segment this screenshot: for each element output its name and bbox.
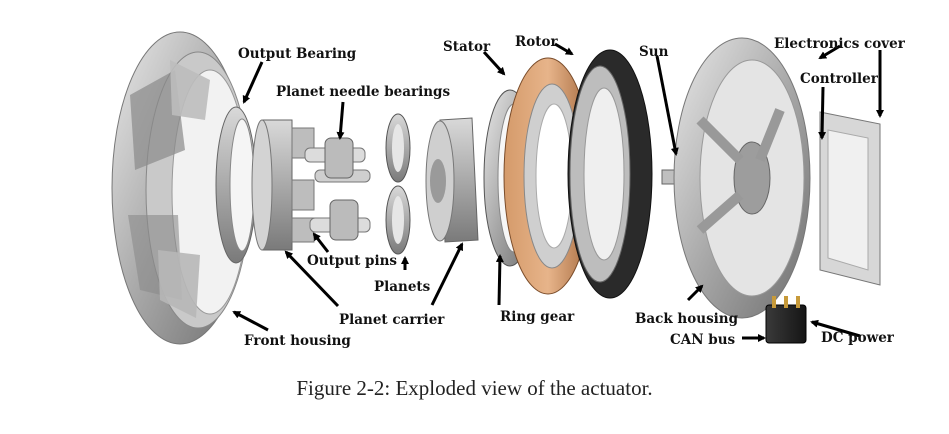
label-electronics-cover: Electronics cover	[774, 36, 906, 52]
planet-carrier-part	[251, 119, 315, 251]
electronics-cover-part	[819, 111, 881, 286]
label-planets: Planets	[374, 279, 431, 295]
label-controller: Controller	[800, 71, 879, 87]
actuator-illustration: Output Bearing Planet needle bearings St…	[111, 31, 906, 349]
output-bearing-part	[215, 106, 257, 264]
dc-power-connector-part	[765, 296, 807, 344]
exploded-view-figure: Output Bearing Planet needle bearings St…	[111, 31, 906, 349]
label-stator: Stator	[443, 39, 491, 55]
front-housing-part	[111, 31, 251, 345]
label-can-bus: CAN bus	[670, 332, 736, 348]
label-planet-carrier: Planet carrier	[339, 312, 445, 328]
label-back-housing: Back housing	[635, 311, 739, 327]
planets-part	[385, 113, 411, 255]
label-output-pins: Output pins	[307, 253, 397, 269]
output-pins-part	[304, 137, 371, 241]
label-output-bearing: Output Bearing	[238, 46, 357, 62]
label-arrows	[232, 42, 884, 342]
label-sun: Sun	[639, 44, 669, 60]
rotor-part	[567, 49, 653, 299]
label-rotor: Rotor	[515, 34, 558, 50]
figure-caption: Figure 2-2: Exploded view of the actuato…	[296, 376, 653, 400]
label-planet-needle-bearings: Planet needle bearings	[276, 84, 450, 100]
label-front-housing: Front housing	[244, 333, 351, 349]
label-ring-gear: Ring gear	[500, 309, 575, 325]
stator-part	[503, 57, 593, 295]
carrier-plate-part	[425, 117, 479, 243]
label-dc-power: DC power	[821, 330, 895, 346]
back-housing-part	[673, 37, 811, 319]
